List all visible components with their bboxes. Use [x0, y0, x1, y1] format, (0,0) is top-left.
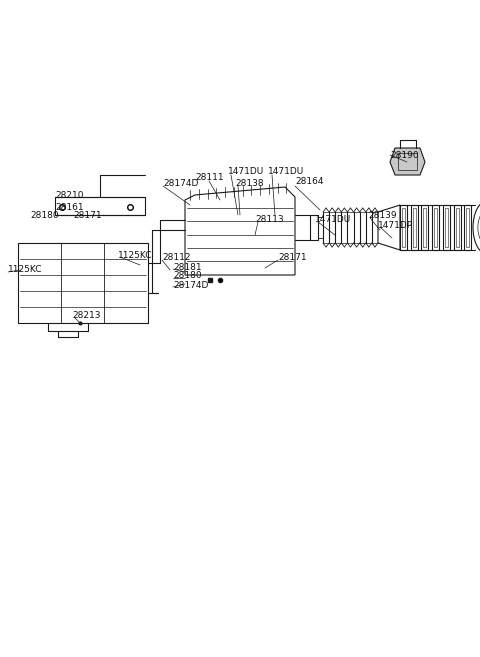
Text: 28139: 28139 — [368, 210, 396, 219]
Bar — [18, 243, 148, 323]
Bar — [411, 205, 418, 250]
Text: 28138: 28138 — [235, 179, 264, 187]
Text: 28161: 28161 — [55, 202, 84, 212]
Bar — [434, 208, 437, 247]
Text: 1125KC: 1125KC — [118, 250, 153, 260]
Bar — [432, 205, 439, 250]
Text: 1471DP: 1471DP — [378, 221, 413, 229]
Bar — [318, 217, 323, 238]
Text: 28171: 28171 — [278, 254, 307, 263]
Text: 28111: 28111 — [195, 173, 224, 183]
Text: 28210: 28210 — [55, 191, 84, 200]
Ellipse shape — [473, 201, 480, 254]
Text: 28190: 28190 — [390, 150, 419, 160]
Bar — [456, 208, 458, 247]
Text: 28180: 28180 — [30, 210, 59, 219]
Text: 1471DU: 1471DU — [315, 215, 351, 225]
Bar — [443, 205, 450, 250]
Bar — [413, 208, 416, 247]
Text: 28171: 28171 — [73, 210, 102, 219]
Text: 28164: 28164 — [295, 177, 324, 187]
Bar — [400, 205, 407, 250]
Text: 28113: 28113 — [255, 215, 284, 225]
Text: 1471DU: 1471DU — [268, 168, 304, 177]
Bar — [310, 215, 318, 240]
Text: 28174D: 28174D — [163, 179, 198, 187]
Text: 28180: 28180 — [173, 271, 202, 281]
Bar — [466, 208, 469, 247]
Text: 28181: 28181 — [173, 263, 202, 271]
Text: 28112: 28112 — [162, 254, 191, 263]
Bar — [421, 205, 428, 250]
Bar — [423, 208, 426, 247]
Bar — [454, 205, 460, 250]
Bar — [445, 208, 448, 247]
Text: 1471DU: 1471DU — [228, 168, 264, 177]
Bar — [55, 197, 145, 215]
Polygon shape — [390, 148, 425, 175]
Bar — [464, 205, 471, 250]
Bar — [402, 208, 405, 247]
Text: 1125KC: 1125KC — [8, 265, 43, 275]
Text: 28213: 28213 — [72, 311, 100, 319]
Text: 28174D: 28174D — [173, 281, 208, 290]
